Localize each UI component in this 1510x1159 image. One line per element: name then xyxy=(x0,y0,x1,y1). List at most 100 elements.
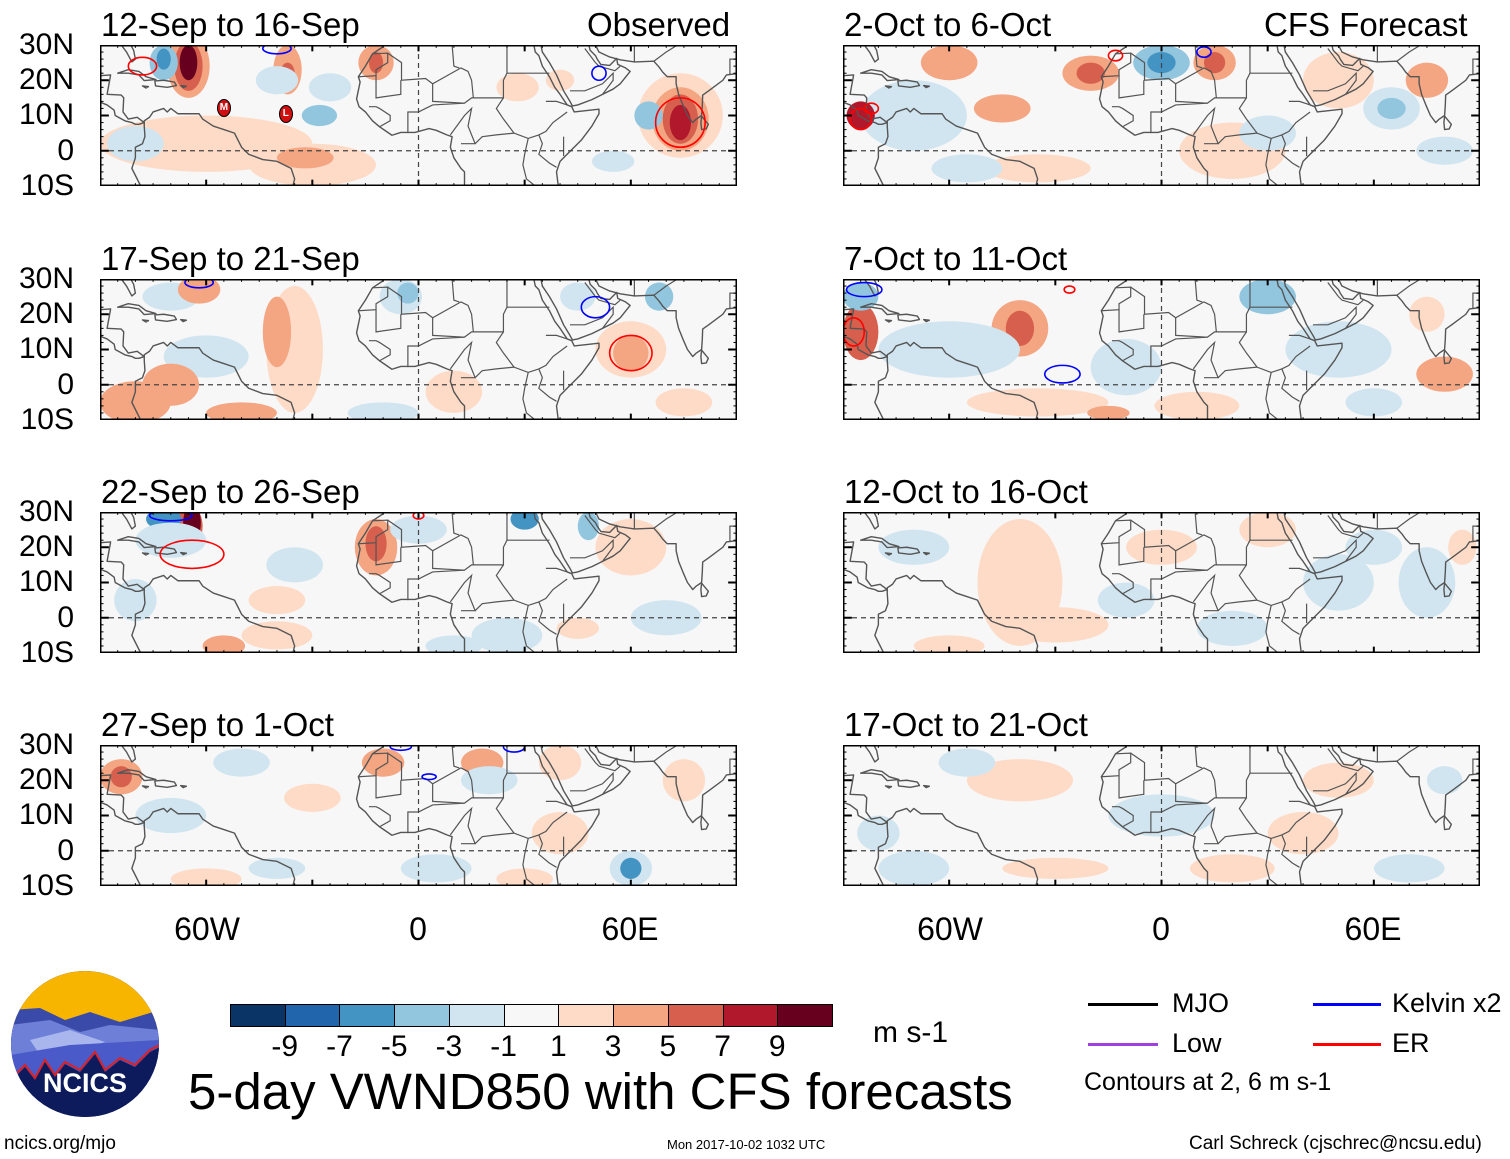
anomaly-shading xyxy=(114,512,702,653)
lat-label: 10S xyxy=(20,635,74,669)
anomaly-blob xyxy=(560,282,596,311)
anomaly-blob xyxy=(179,45,198,81)
anomaly-blob xyxy=(347,402,419,420)
colorbar-swatch xyxy=(394,1004,450,1027)
lon-label-right-60w: 60W xyxy=(917,911,983,947)
map-panel xyxy=(843,512,1480,653)
anomaly-blob xyxy=(938,748,996,777)
coastlines xyxy=(100,512,737,653)
kelvin-contour xyxy=(422,774,436,780)
footer-url[interactable]: ncics.org/mjo xyxy=(4,1133,116,1154)
colorbar-tick-label: 5 xyxy=(659,1030,677,1063)
kelvin-contour xyxy=(592,66,606,80)
lat-label: 20N xyxy=(18,530,74,564)
coastlines xyxy=(100,745,737,886)
map-panel xyxy=(100,279,737,420)
anomaly-blob xyxy=(510,512,539,530)
coastlines xyxy=(843,512,1480,653)
anomaly-blob xyxy=(634,101,663,130)
legend-swatch-er xyxy=(1313,1043,1381,1046)
lon-label-right-60e: 60E xyxy=(1344,911,1402,947)
panel-title: 27-Sep to 1-Oct xyxy=(101,706,334,743)
coastlines xyxy=(843,279,1480,420)
lon-label-left-0: 0 xyxy=(409,911,427,947)
legend-swatch-mjo xyxy=(1088,1003,1158,1006)
colorbar-swatch xyxy=(777,1004,833,1027)
legend-swatch-low xyxy=(1088,1043,1158,1046)
anomaly-blob xyxy=(206,402,277,420)
colorbar-swatch xyxy=(722,1004,779,1027)
anomaly-blob xyxy=(846,101,875,130)
anomaly-blob xyxy=(1345,529,1403,565)
colorbar-tick-label: -7 xyxy=(326,1030,353,1063)
lat-label: 0 xyxy=(57,600,74,634)
er-contour xyxy=(160,540,224,568)
anomaly-blob xyxy=(248,857,306,879)
anomaly-blob xyxy=(241,621,313,650)
anomaly-shading xyxy=(100,745,706,886)
anomaly-blob xyxy=(142,363,200,406)
anomaly-blob xyxy=(913,635,985,653)
contour-note: Contours at 2, 6 m s-1 xyxy=(1084,1068,1332,1096)
panel-title: 12-Oct to 16-Oct xyxy=(844,473,1088,510)
anomaly-blob xyxy=(931,154,1003,183)
lat-label: 20N xyxy=(18,763,74,797)
anomaly-blob xyxy=(276,147,334,169)
anomaly-blob xyxy=(556,617,599,639)
anomaly-blob xyxy=(460,766,518,795)
anomaly-blob xyxy=(1097,582,1155,618)
lat-label: 20N xyxy=(18,63,74,97)
anomaly-blob xyxy=(531,811,589,855)
anomaly-blob xyxy=(1203,52,1226,74)
er-contour xyxy=(864,103,878,114)
kelvin-contour xyxy=(1197,47,1211,58)
panel-title: 17-Sep to 21-Sep xyxy=(101,240,360,277)
anomaly-blob xyxy=(1239,115,1296,151)
anomaly-blob xyxy=(397,282,419,304)
anomaly-blob xyxy=(662,759,706,802)
anomaly-blob xyxy=(973,94,1031,123)
hurricane-icon: M xyxy=(216,99,231,118)
map-panel xyxy=(843,279,1480,420)
anomaly-blob xyxy=(966,759,1074,802)
legend-swatch-kelvin xyxy=(1313,1003,1381,1006)
anomaly-blob xyxy=(471,617,543,653)
map-panel xyxy=(843,745,1480,886)
kelvin-contour xyxy=(185,279,213,288)
colorbar-tick-label: 3 xyxy=(604,1030,622,1063)
anomaly-blob xyxy=(857,815,900,851)
hurricane-icon: L xyxy=(278,104,293,123)
footer-author: Carl Schreck (cjschrec@ncsu.edu) xyxy=(1189,1133,1482,1154)
footer-timestamp: Mon 2017-10-02 1032 UTC xyxy=(667,1137,826,1152)
anomaly-blob xyxy=(301,104,338,127)
colorbar-swatch xyxy=(284,1004,341,1027)
anomaly-blob xyxy=(262,296,292,368)
anomaly-blob xyxy=(425,635,483,653)
anomaly-blob xyxy=(860,80,967,151)
map-panel xyxy=(100,512,737,653)
cfs-forecast-header: CFS Forecast xyxy=(1264,6,1468,43)
anomaly-blob xyxy=(1002,607,1109,643)
anomaly-blob xyxy=(878,529,950,565)
anomaly-blob xyxy=(1448,529,1477,565)
panel-title: 17-Oct to 21-Oct xyxy=(844,706,1088,743)
anomaly-shading xyxy=(846,45,1473,183)
anomaly-blob xyxy=(496,73,539,102)
colorbar-tick-label: 7 xyxy=(714,1030,731,1063)
anomaly-blob xyxy=(630,600,702,636)
anomaly-shading xyxy=(857,748,1463,886)
colorbar-tick-label: -9 xyxy=(271,1030,299,1063)
lat-label: 10S xyxy=(20,868,74,902)
anomaly-blob xyxy=(1147,52,1176,74)
lat-label: 10S xyxy=(20,402,74,436)
lat-label: 0 xyxy=(57,367,74,401)
anomaly-blob xyxy=(114,578,157,622)
anomaly-blob xyxy=(1090,338,1162,396)
map-panel xyxy=(843,45,1480,186)
anomaly-blob xyxy=(255,66,299,95)
anomaly-blob xyxy=(1239,512,1296,548)
er-contour xyxy=(656,98,706,147)
panel-title: 7-Oct to 11-Oct xyxy=(844,240,1068,277)
